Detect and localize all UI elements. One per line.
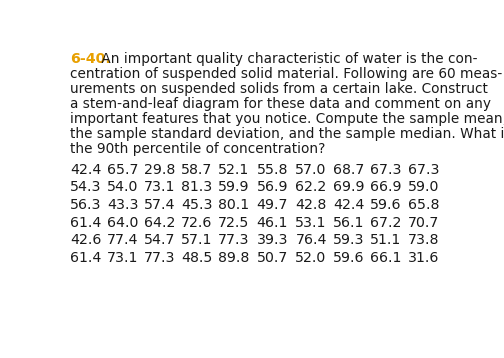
Text: 73.1: 73.1 [107,251,139,265]
Text: 77.4: 77.4 [107,233,139,247]
Text: 64.2: 64.2 [144,216,175,229]
Text: 57.0: 57.0 [295,163,327,176]
Text: 56.9: 56.9 [257,180,288,194]
Text: 59.6: 59.6 [333,251,364,265]
Text: 77.3: 77.3 [218,233,249,247]
Text: 68.7: 68.7 [333,163,364,176]
Text: 69.9: 69.9 [333,180,364,194]
Text: 43.3: 43.3 [107,198,139,212]
Text: 42.4: 42.4 [333,198,364,212]
Text: 46.1: 46.1 [257,216,288,229]
Text: An important quality characteristic of water is the con-: An important quality characteristic of w… [97,52,477,66]
Text: 72.6: 72.6 [181,216,212,229]
Text: 42.6: 42.6 [70,233,101,247]
Text: 65.7: 65.7 [107,163,139,176]
Text: 51.1: 51.1 [370,233,402,247]
Text: 49.7: 49.7 [257,198,288,212]
Text: 52.1: 52.1 [218,163,249,176]
Text: 67.3: 67.3 [408,163,440,176]
Text: 6-40.: 6-40. [70,52,111,66]
Text: 50.7: 50.7 [257,251,288,265]
Text: 66.9: 66.9 [370,180,402,194]
Text: 64.0: 64.0 [107,216,139,229]
Text: 59.6: 59.6 [370,198,402,212]
Text: 67.3: 67.3 [370,163,402,176]
Text: 42.8: 42.8 [295,198,327,212]
Text: 45.3: 45.3 [181,198,213,212]
Text: 73.1: 73.1 [144,180,175,194]
Text: 52.0: 52.0 [295,251,327,265]
Text: 56.3: 56.3 [70,198,101,212]
Text: a stem-and-leaf diagram for these data and comment on any: a stem-and-leaf diagram for these data a… [70,97,491,111]
Text: 80.1: 80.1 [218,198,249,212]
Text: 73.8: 73.8 [408,233,439,247]
Text: 62.2: 62.2 [295,180,327,194]
Text: 66.1: 66.1 [370,251,402,265]
Text: 54.0: 54.0 [107,180,139,194]
Text: 42.4: 42.4 [70,163,101,176]
Text: 65.8: 65.8 [408,198,439,212]
Text: 54.7: 54.7 [144,233,175,247]
Text: 53.1: 53.1 [295,216,327,229]
Text: 57.4: 57.4 [144,198,175,212]
Text: 81.3: 81.3 [181,180,212,194]
Text: 59.9: 59.9 [218,180,249,194]
Text: 39.3: 39.3 [257,233,288,247]
Text: 70.7: 70.7 [408,216,439,229]
Text: urements on suspended solids from a certain lake. Construct: urements on suspended solids from a cert… [70,82,488,96]
Text: 67.2: 67.2 [370,216,402,229]
Text: 31.6: 31.6 [408,251,439,265]
Text: 59.0: 59.0 [408,180,439,194]
Text: 48.5: 48.5 [181,251,212,265]
Text: 56.1: 56.1 [333,216,364,229]
Text: the 90th percentile of concentration?: the 90th percentile of concentration? [70,142,326,156]
Text: the sample standard deviation, and the sample median. What is: the sample standard deviation, and the s… [70,127,504,141]
Text: centration of suspended solid material. Following are 60 meas-: centration of suspended solid material. … [70,67,502,81]
Text: 77.3: 77.3 [144,251,175,265]
Text: 89.8: 89.8 [218,251,249,265]
Text: important features that you notice. Compute the sample mean,: important features that you notice. Comp… [70,112,504,126]
Text: 29.8: 29.8 [144,163,175,176]
Text: 59.3: 59.3 [333,233,364,247]
Text: 58.7: 58.7 [181,163,212,176]
Text: 61.4: 61.4 [70,251,101,265]
Text: 54.3: 54.3 [70,180,101,194]
Text: 55.8: 55.8 [257,163,288,176]
Text: 72.5: 72.5 [218,216,249,229]
Text: 57.1: 57.1 [181,233,212,247]
Text: 76.4: 76.4 [295,233,327,247]
Text: 61.4: 61.4 [70,216,101,229]
